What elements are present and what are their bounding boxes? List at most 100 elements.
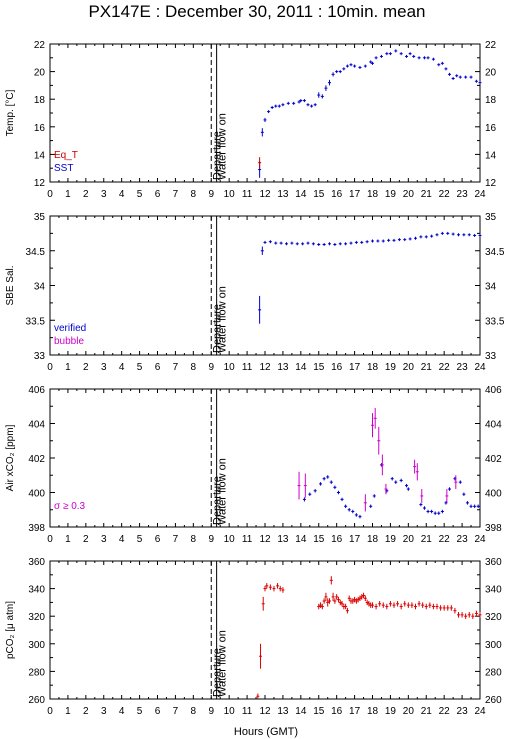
x-tick-label: 8 — [191, 189, 197, 200]
y-tick-label-right: 320 — [485, 612, 502, 623]
x-tick-label: 14 — [295, 706, 307, 717]
data-point — [444, 67, 448, 71]
data-point — [279, 241, 283, 245]
data-point — [278, 585, 282, 592]
data-point — [258, 295, 262, 324]
data-point — [363, 595, 367, 602]
y-tick-label-right: 33 — [485, 351, 497, 362]
plot-frame — [49, 43, 481, 183]
data-point — [446, 231, 450, 235]
data-point — [378, 601, 382, 607]
data-point — [385, 603, 389, 610]
x-tick-label: 18 — [367, 362, 379, 373]
data-point — [331, 72, 335, 77]
data-point — [431, 603, 435, 610]
y-tick-label: 33 — [34, 351, 46, 362]
x-tick-label: 22 — [439, 706, 451, 717]
data-point — [354, 240, 358, 244]
data-point — [478, 612, 482, 618]
y-tick-label: 320 — [28, 612, 45, 623]
x-tick-label: 4 — [119, 189, 125, 200]
x-tick-label: 1 — [65, 706, 71, 717]
data-point — [360, 594, 364, 600]
x-tick-label: 14 — [295, 189, 307, 200]
data-point — [388, 601, 392, 607]
data-point — [426, 509, 430, 514]
data-point — [345, 64, 349, 68]
data-point — [317, 242, 321, 246]
data-point — [414, 236, 417, 240]
data-point — [430, 234, 434, 238]
data-point — [270, 105, 274, 109]
series-verified — [302, 463, 480, 519]
data-point — [320, 603, 324, 610]
x-tick-label: 9 — [208, 362, 214, 373]
data-point — [440, 61, 444, 65]
x-tick-label: 16 — [331, 189, 343, 200]
data-point — [297, 100, 301, 104]
data-point — [440, 509, 444, 514]
x-tick-label: 17 — [349, 706, 361, 717]
data-point — [422, 506, 426, 510]
y-tick-label: 34.5 — [26, 247, 46, 258]
departure-label: Departure — [211, 648, 223, 697]
data-point — [422, 56, 426, 60]
x-tick-label: 19 — [385, 362, 397, 373]
data-point — [399, 603, 403, 610]
x-tick-label: 20 — [403, 189, 415, 200]
data-point — [340, 601, 344, 607]
series-sst — [258, 49, 482, 178]
x-tick-label: 2 — [83, 362, 89, 373]
y-tick-label-right: 402 — [485, 454, 502, 465]
y-tick-label-right: 14 — [485, 150, 497, 161]
x-tick-label: 16 — [331, 534, 343, 545]
x-tick-label: 9 — [208, 534, 214, 545]
y-tick-label: 404 — [28, 420, 45, 431]
x-tick-label: 20 — [403, 534, 415, 545]
data-point — [410, 602, 414, 608]
data-point — [464, 613, 468, 619]
data-point — [388, 52, 392, 56]
chart-title: PX147E : December 30, 2011 : 10min. mean — [88, 2, 425, 21]
data-point — [435, 603, 439, 610]
data-point — [435, 233, 439, 237]
data-point — [458, 480, 462, 484]
data-point — [445, 489, 449, 503]
data-point — [281, 103, 285, 107]
data-point — [464, 75, 468, 79]
x-tick-label: 3 — [101, 534, 107, 545]
y-axis-label: pCO₂ [μ atm] — [5, 601, 16, 659]
data-point — [377, 426, 381, 455]
data-point — [263, 117, 267, 122]
data-point — [376, 239, 380, 243]
x-tick-label: 8 — [191, 362, 197, 373]
x-tick-label: 2 — [83, 534, 89, 545]
data-point — [394, 49, 398, 53]
data-point — [451, 77, 455, 80]
x-tick-label: 14 — [295, 362, 307, 373]
panels: 0 1 2 3 4 5 6 7 8 9 10 11 12 13 14 15 16 17 18 19 20 21 22 23 24… — [5, 40, 505, 717]
data-point — [363, 64, 367, 68]
data-point — [328, 242, 331, 246]
data-point — [380, 454, 384, 476]
data-point — [439, 605, 443, 611]
departure-label: Departure — [211, 131, 223, 180]
departure-label: Departure — [211, 304, 223, 353]
x-tick-label: 3 — [101, 189, 107, 200]
data-point — [267, 110, 271, 114]
data-point — [412, 54, 416, 58]
data-point — [328, 598, 331, 604]
legend-entry: SST — [54, 163, 73, 174]
data-point — [365, 240, 369, 244]
x-tick-label: 7 — [173, 534, 179, 545]
data-point — [353, 596, 357, 603]
y-axis-label: Air xCO₂ [ppm] — [5, 424, 16, 491]
data-point — [405, 54, 409, 58]
y-tick-label-right: 406 — [485, 385, 502, 396]
x-tick-label: 21 — [421, 189, 433, 200]
x-tick-label: 22 — [439, 534, 451, 545]
data-point — [313, 489, 317, 493]
x-tick-label: 13 — [277, 189, 289, 200]
data-point — [302, 99, 306, 103]
